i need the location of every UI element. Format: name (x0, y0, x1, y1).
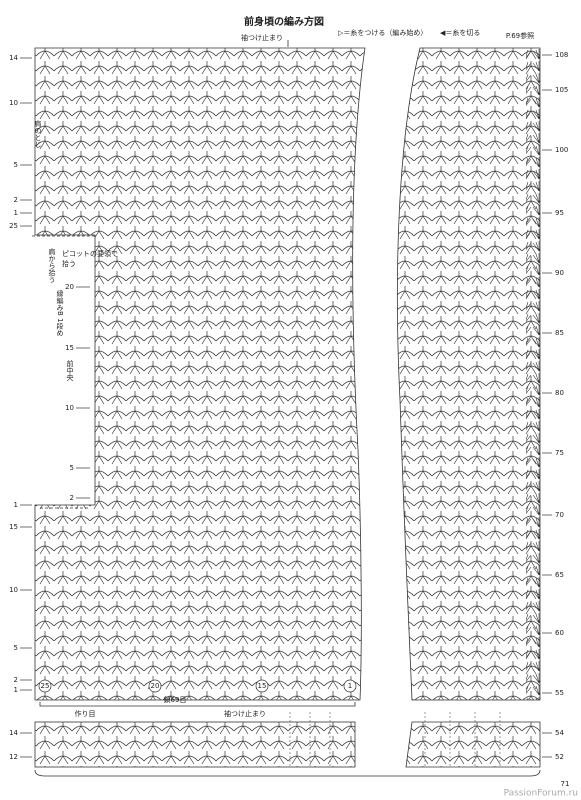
title: 前身頃の編み方図 (244, 15, 324, 28)
right-panel (396, 47, 541, 701)
row-number: 75 (555, 449, 564, 457)
page-number: 71 (561, 780, 570, 788)
edging-note: 縁編みB 1段め (56, 289, 64, 336)
row-number: 1 (14, 209, 18, 217)
row-number: 60 (555, 629, 564, 637)
pick-note: 肩から拾う (48, 247, 56, 283)
foundation: 作り目 (75, 709, 96, 718)
chain-marker (148, 679, 162, 693)
legend-cut: ◀＝糸を切る (440, 28, 480, 37)
band-bracket (34, 769, 541, 777)
row-number: 100 (555, 146, 568, 154)
row-number: 5 (14, 644, 18, 652)
row-number: 25 (9, 222, 18, 230)
row-number: 5 (14, 161, 18, 169)
row-number: 55 (555, 689, 564, 697)
row-number: 105 (555, 86, 568, 94)
picot-note: 拾う (62, 259, 76, 268)
band-right (405, 721, 541, 768)
row-number: 12 (9, 753, 18, 761)
picot-note: ピコットの要領で (62, 249, 118, 258)
row-number: 15 (65, 344, 74, 352)
row-number: 2 (70, 494, 74, 502)
row-number: 1 (14, 686, 18, 694)
chain-mark-label: 25 (41, 682, 50, 690)
row-number: 54 (555, 729, 564, 737)
row-number: 10 (9, 586, 18, 594)
neck-chain (32, 235, 95, 509)
see-page: P.69参照 (506, 31, 534, 40)
sleeve-stop: 袖つけ止まり (224, 709, 266, 718)
row-number: 108 (555, 51, 568, 59)
row-number: 2 (14, 676, 18, 684)
row-number: 14 (9, 729, 18, 737)
edge-fans (526, 48, 540, 700)
chain-mark-label: 1 (348, 682, 352, 690)
row-number: 15 (9, 523, 18, 531)
row-number: 10 (65, 404, 74, 412)
chain-count: 鎖69目 (164, 695, 187, 704)
dashed-lines (289, 712, 501, 768)
row-number: 65 (555, 571, 564, 579)
chain-mark-label: 15 (258, 682, 267, 690)
row-number: 2 (14, 196, 18, 204)
chain-bracket (39, 702, 356, 707)
row-number: 52 (555, 753, 564, 761)
pattern-areas (32, 40, 541, 777)
shoulder-note: 肩のとじ (34, 119, 42, 148)
band-left (34, 721, 356, 768)
chain-mark-label: 20 (151, 682, 160, 690)
chain-marker (38, 679, 52, 693)
row-number: 10 (9, 99, 18, 107)
legend-start: ▷＝糸をつける（編み始め） (338, 28, 427, 37)
row-number: 70 (555, 511, 564, 519)
row-number: 5 (70, 464, 74, 472)
watermark: PassionForum.ru (504, 789, 578, 799)
row-number: 1 (14, 501, 18, 509)
center-note: 前中央 (66, 359, 74, 382)
row-number: 80 (555, 389, 564, 397)
row-number: 85 (555, 329, 564, 337)
row-number: 90 (555, 269, 564, 277)
chain-marker (255, 679, 269, 693)
row-number: 14 (9, 54, 18, 62)
left-panel (34, 47, 366, 701)
row-number: 95 (555, 209, 564, 217)
row-number: 20 (65, 283, 74, 291)
sleeve-stop: 袖つけ止まり (241, 33, 283, 42)
chain-marker (343, 679, 357, 693)
